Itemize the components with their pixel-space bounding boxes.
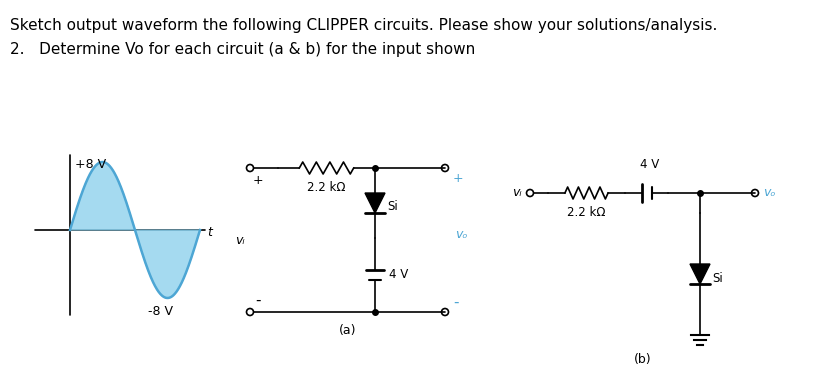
- Text: 2.   Determine Vo for each circuit (a & b) for the input shown: 2. Determine Vo for each circuit (a & b)…: [10, 42, 475, 57]
- Text: 2.2 kΩ: 2.2 kΩ: [567, 206, 606, 219]
- Polygon shape: [70, 162, 135, 230]
- Text: vₒ: vₒ: [455, 229, 467, 241]
- Text: +8 V: +8 V: [75, 158, 106, 171]
- Text: vᵢ: vᵢ: [235, 233, 245, 247]
- Text: -8 V: -8 V: [148, 305, 173, 318]
- Text: t: t: [207, 226, 212, 238]
- Polygon shape: [135, 230, 200, 298]
- Text: (b): (b): [633, 353, 651, 366]
- Text: -: -: [256, 292, 260, 307]
- Text: 4 V: 4 V: [389, 269, 409, 282]
- Text: 4 V: 4 V: [640, 158, 659, 171]
- Polygon shape: [690, 264, 710, 284]
- Text: Si: Si: [387, 201, 398, 213]
- Text: 2.2 kΩ: 2.2 kΩ: [307, 181, 346, 194]
- Text: +: +: [453, 172, 464, 185]
- Text: Sketch output waveform the following CLIPPER circuits. Please show your solution: Sketch output waveform the following CLI…: [10, 18, 717, 33]
- Text: vᵢ: vᵢ: [512, 186, 522, 200]
- Text: +: +: [252, 173, 263, 186]
- Text: -: -: [453, 295, 458, 310]
- Text: Si: Si: [712, 272, 723, 285]
- Text: (a): (a): [339, 324, 357, 337]
- Polygon shape: [365, 193, 385, 213]
- Text: vₒ: vₒ: [763, 186, 776, 200]
